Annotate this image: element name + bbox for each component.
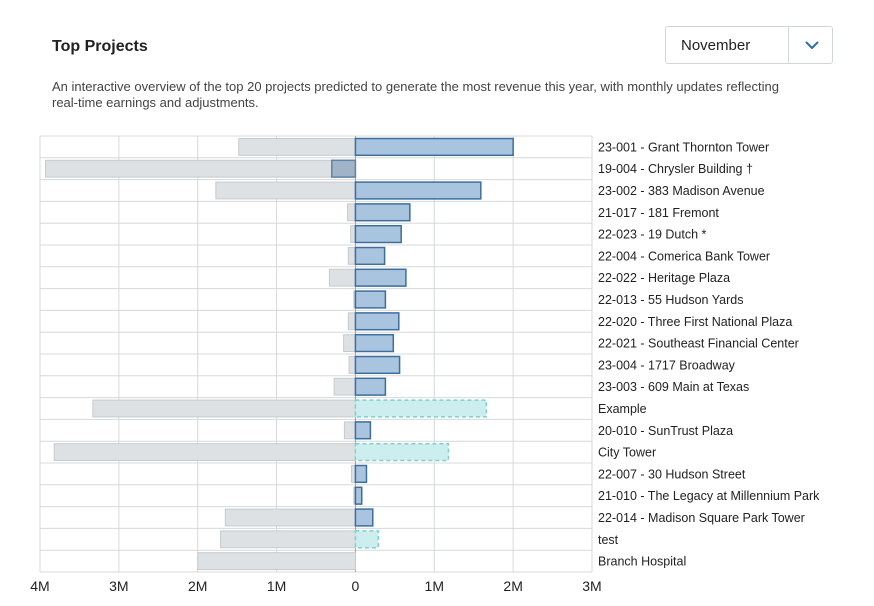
negative-bar <box>238 138 356 156</box>
project-label: 22-021 - Southeast Financial Center <box>598 337 799 351</box>
month-select[interactable]: November <box>665 26 833 64</box>
revenue-bar <box>354 421 372 440</box>
negative-bar <box>220 530 356 549</box>
revenue-bar <box>354 486 363 505</box>
negative-bar <box>347 247 356 265</box>
revenue-bar <box>354 224 402 244</box>
negative-bar <box>215 181 356 200</box>
project-label: 22-013 - 55 Hudson Yards <box>598 293 743 307</box>
revenue-bar <box>354 290 387 309</box>
x-tick-label: 1M <box>267 578 286 594</box>
revenue-bar <box>354 464 368 484</box>
negative-bar <box>347 203 356 222</box>
negative-bar <box>343 334 356 353</box>
project-label: 22-014 - Madison Square Park Tower <box>598 511 805 525</box>
chevron-down-icon[interactable] <box>803 36 821 54</box>
chart-description: An interactive overview of the top 20 pr… <box>52 79 779 110</box>
negative-bar <box>343 421 356 440</box>
x-tick-label: 3M <box>109 578 128 594</box>
revenue-bar <box>354 268 407 287</box>
projected-bar <box>354 442 450 462</box>
negative-bar <box>45 159 356 178</box>
project-label: City Tower <box>598 446 656 460</box>
revenue-bar <box>354 137 514 157</box>
project-label: Example <box>598 402 647 416</box>
project-label: 20-010 - SunTrust Plaza <box>598 424 733 438</box>
project-label: test <box>598 533 619 547</box>
project-label: 23-003 - 609 Main at Texas <box>598 380 749 394</box>
negative-bar <box>92 399 356 418</box>
negative-bar <box>347 312 356 331</box>
revenue-bar <box>354 246 386 266</box>
revenue-bar <box>354 203 411 222</box>
revenue-bar <box>354 333 395 353</box>
negative-bar <box>328 268 356 287</box>
project-label: 22-022 - Heritage Plaza <box>598 271 730 285</box>
x-tick-label: 3M <box>582 578 601 594</box>
project-label: 22-004 - Comerica Bank Tower <box>598 249 770 263</box>
negative-bar <box>224 508 356 527</box>
revenue-bar <box>331 159 357 178</box>
project-label: 22-020 - Three First National Plaza <box>598 315 792 329</box>
month-select-divider <box>788 27 789 63</box>
month-select-value: November <box>681 37 751 54</box>
revenue-bar <box>354 312 400 331</box>
negative-bar <box>197 552 356 571</box>
revenue-bar <box>354 355 401 375</box>
page-title: Top Projects <box>52 38 148 55</box>
revenue-bar <box>354 181 482 200</box>
project-label: Branch Hospital <box>598 555 686 569</box>
project-label: 23-004 - 1717 Broadway <box>598 358 736 372</box>
x-tick-label: 4M <box>30 578 49 594</box>
project-label: 21-010 - The Legacy at Millennium Park <box>598 489 820 503</box>
negative-bar <box>333 377 356 396</box>
project-label: 22-023 - 19 Dutch * <box>598 228 707 242</box>
projected-bar <box>354 530 380 549</box>
x-tick-label: 2M <box>503 578 522 594</box>
projected-bar <box>354 399 488 418</box>
x-tick-label: 0 <box>352 578 360 594</box>
revenue-bar <box>354 377 387 396</box>
project-label: 23-002 - 383 Madison Avenue <box>598 184 765 198</box>
project-label: 19-004 - Chrysler Building † <box>598 162 753 176</box>
x-tick-label: 1M <box>425 578 444 594</box>
revenue-bar <box>354 508 374 527</box>
project-label: 22-007 - 30 Hudson Street <box>598 467 746 481</box>
project-label: 21-017 - 181 Fremont <box>598 206 719 220</box>
negative-bar <box>348 356 356 374</box>
negative-bar <box>53 443 356 462</box>
project-label: 23-001 - Grant Thornton Tower <box>598 140 769 154</box>
x-tick-label: 2M <box>188 578 207 594</box>
